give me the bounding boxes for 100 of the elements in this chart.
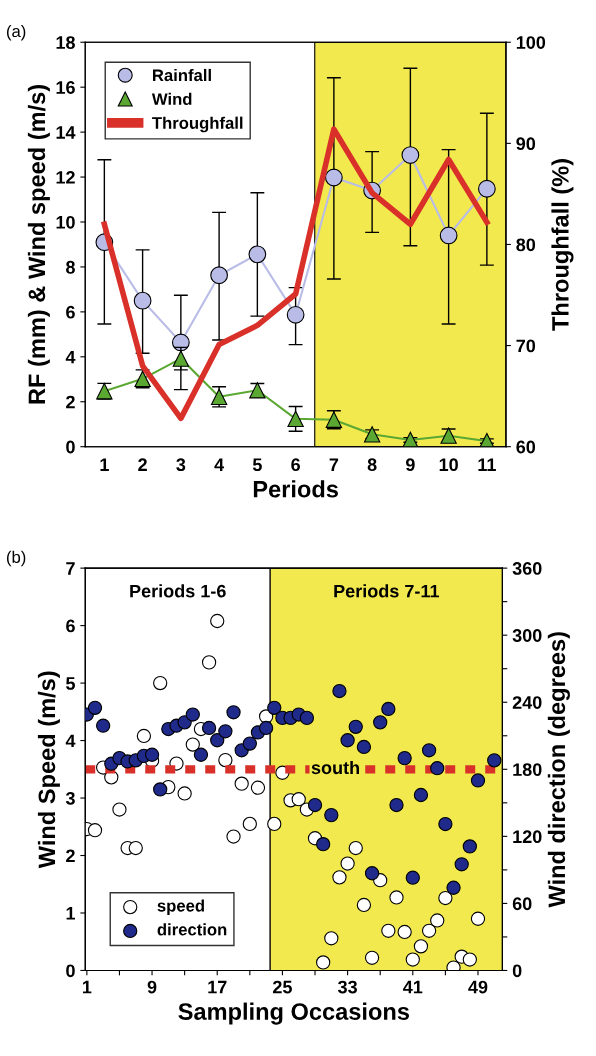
legend-label: Rainfall <box>153 68 211 82</box>
band-label: Periods 7-11 <box>334 584 440 598</box>
point <box>185 707 200 722</box>
point <box>258 720 274 736</box>
point <box>316 955 331 970</box>
point <box>324 168 343 187</box>
x-axis-title: Sampling Occasions <box>178 1002 409 1025</box>
point <box>487 753 502 768</box>
point <box>381 701 396 717</box>
point <box>430 761 445 776</box>
y-tick-label: 6 <box>66 305 75 319</box>
y2-tick-label: 360 <box>512 562 542 575</box>
point <box>96 718 111 733</box>
y-tick-label: 0 <box>66 964 75 978</box>
point <box>218 724 233 739</box>
y2-tick-label: 100 <box>516 36 546 49</box>
point <box>373 715 388 730</box>
point <box>193 747 209 762</box>
y2-tick-label: 90 <box>516 137 536 151</box>
point <box>249 382 266 399</box>
y-tick-label: 18 <box>56 36 75 49</box>
point <box>316 837 331 852</box>
point <box>430 913 445 928</box>
point <box>340 856 355 871</box>
point <box>401 146 420 164</box>
y-tick-label: 16 <box>56 81 75 94</box>
y2-tick-label: 60 <box>512 897 532 911</box>
point <box>397 924 412 940</box>
point <box>438 816 453 832</box>
y-axis-title: Wind Speed (m/s) <box>37 671 60 869</box>
point <box>348 840 363 856</box>
point <box>210 266 228 285</box>
point <box>348 719 363 734</box>
text: (b) <box>6 550 26 567</box>
y2-tick-label: 0 <box>512 964 522 978</box>
point <box>248 245 267 264</box>
x-tick-label: 7 <box>329 458 339 471</box>
point <box>128 840 143 856</box>
x-tick-label: 9 <box>147 980 157 994</box>
point <box>324 807 339 823</box>
y-tick-label: 6 <box>66 619 75 633</box>
point <box>413 787 429 803</box>
point <box>478 432 496 447</box>
point <box>324 931 339 946</box>
point <box>438 890 453 906</box>
x-tick-label: 1 <box>100 458 109 471</box>
x-tick-label: 4 <box>214 458 225 471</box>
point <box>454 857 469 872</box>
point <box>364 866 380 881</box>
x-tick-label: 3 <box>176 458 186 472</box>
point <box>440 427 457 444</box>
x-tick-label: 25 <box>273 980 292 994</box>
point <box>402 431 419 447</box>
point <box>364 950 380 965</box>
x-tick-label: 49 <box>468 980 488 994</box>
y-tick-label: 12 <box>56 170 75 184</box>
point <box>201 720 217 736</box>
y2-tick-label: 300 <box>512 629 542 642</box>
point <box>413 939 429 954</box>
point <box>299 710 315 726</box>
point <box>287 410 304 428</box>
point <box>477 179 496 198</box>
x-tick-label: 1 <box>82 980 92 994</box>
x-tick-label: 41 <box>403 980 423 994</box>
y-tick-label: 7 <box>66 562 75 575</box>
y-tick-label: 10 <box>56 215 75 229</box>
y-tick-label: 4 <box>65 734 76 748</box>
x-tick-label: 9 <box>405 458 415 472</box>
y2-tick-label: 120 <box>513 830 542 844</box>
x-tick-label: 6 <box>291 458 300 472</box>
point <box>462 839 477 854</box>
point <box>421 923 437 938</box>
y-tick-label: 2 <box>66 849 75 863</box>
y2-tick-label: 80 <box>516 238 536 252</box>
y-axis-title: RF (mm) & Wind speed (m/s) <box>27 85 50 404</box>
point <box>267 700 282 715</box>
point <box>470 911 486 926</box>
y2-tick-label: 180 <box>513 763 542 777</box>
y2-tick-label: 70 <box>516 339 536 353</box>
point <box>210 733 225 748</box>
point <box>87 700 103 715</box>
legend-label: Wind <box>151 92 192 106</box>
point <box>144 747 160 762</box>
x-axis-title: Periods <box>253 480 338 498</box>
y-tick-label: 1 <box>66 907 75 920</box>
point <box>307 797 323 813</box>
point <box>446 880 461 895</box>
y2-axis-title: Throughfall (%) <box>551 159 574 331</box>
point <box>267 816 282 832</box>
point <box>439 226 458 245</box>
x-tick-label: 8 <box>367 458 377 472</box>
x-tick-label: 33 <box>337 980 357 994</box>
point <box>405 870 420 885</box>
point <box>153 782 168 797</box>
y-tick-label: 14 <box>56 126 76 139</box>
legend-label: speed <box>157 899 204 915</box>
point <box>242 736 257 751</box>
point <box>226 705 241 720</box>
point <box>291 792 306 807</box>
point <box>87 823 103 838</box>
